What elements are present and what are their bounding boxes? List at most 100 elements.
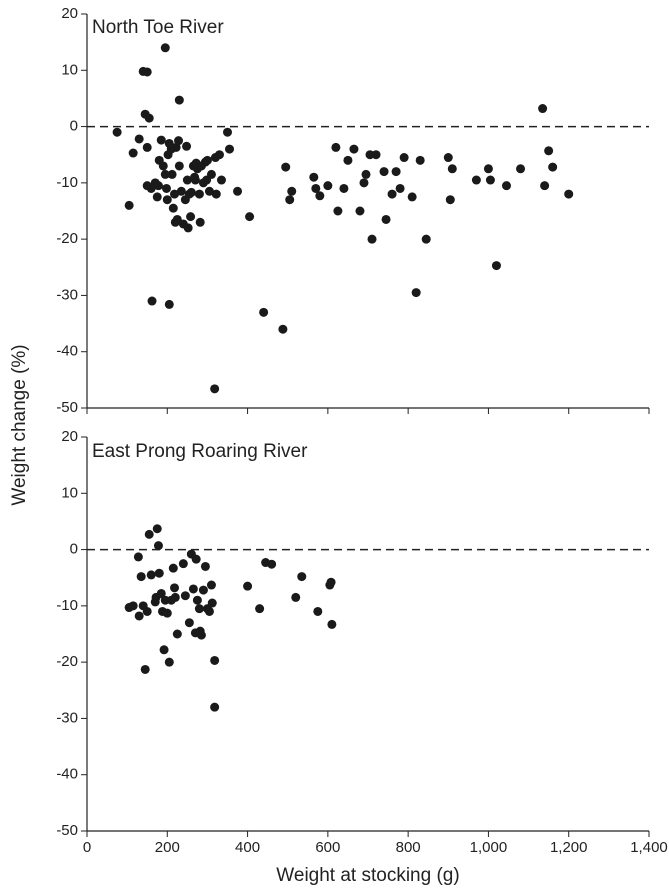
y-tick-label: 10 bbox=[61, 61, 78, 78]
point bbox=[421, 234, 431, 244]
y-tick-label: 0 bbox=[70, 118, 78, 135]
point bbox=[158, 161, 168, 171]
point bbox=[146, 570, 156, 580]
point bbox=[170, 583, 180, 593]
point bbox=[407, 192, 417, 202]
point bbox=[159, 645, 169, 655]
panel-title: North Toe River bbox=[92, 17, 224, 38]
x-tick-label: 1,400 bbox=[630, 839, 668, 856]
point bbox=[128, 148, 138, 158]
point bbox=[445, 195, 455, 205]
point bbox=[267, 559, 277, 569]
point bbox=[206, 169, 216, 179]
y-tick-label: -40 bbox=[56, 343, 78, 360]
point bbox=[381, 214, 391, 224]
point bbox=[142, 606, 152, 616]
point bbox=[278, 324, 288, 334]
point bbox=[415, 155, 425, 165]
x-tick-label: 600 bbox=[315, 839, 340, 856]
point bbox=[391, 167, 401, 177]
point bbox=[144, 113, 154, 123]
y-tick-label: -50 bbox=[56, 399, 78, 416]
point bbox=[297, 572, 307, 582]
y-tick-label: -50 bbox=[56, 822, 78, 839]
point bbox=[174, 136, 184, 146]
point bbox=[367, 234, 377, 244]
point bbox=[387, 189, 397, 199]
point bbox=[323, 181, 333, 191]
point bbox=[178, 559, 188, 569]
point bbox=[167, 169, 177, 179]
point bbox=[343, 155, 353, 165]
point bbox=[184, 618, 194, 628]
point bbox=[255, 604, 265, 614]
x-tick-label: 1,000 bbox=[470, 839, 508, 856]
point bbox=[170, 592, 180, 602]
point bbox=[564, 189, 574, 199]
point bbox=[160, 169, 170, 179]
point bbox=[339, 183, 349, 193]
point bbox=[152, 524, 162, 534]
x-axis-label: Weight at stocking (g) bbox=[276, 865, 459, 886]
point bbox=[186, 187, 196, 197]
point bbox=[483, 164, 493, 174]
point bbox=[112, 127, 122, 137]
point bbox=[140, 664, 150, 674]
y-tick-label: -40 bbox=[56, 766, 78, 783]
point bbox=[349, 144, 359, 154]
point bbox=[170, 189, 180, 199]
point bbox=[207, 598, 217, 608]
point bbox=[188, 584, 198, 594]
point bbox=[128, 601, 138, 611]
point bbox=[331, 142, 341, 152]
y-tick-label: 0 bbox=[70, 541, 78, 558]
point bbox=[198, 585, 208, 595]
point bbox=[225, 144, 235, 154]
point bbox=[540, 181, 550, 191]
point bbox=[210, 702, 220, 712]
point bbox=[243, 581, 253, 591]
point bbox=[326, 577, 336, 587]
y-tick-label: -20 bbox=[56, 230, 78, 247]
point bbox=[371, 150, 381, 160]
point bbox=[361, 169, 371, 179]
point bbox=[182, 175, 192, 185]
y-tick-label: -10 bbox=[56, 174, 78, 191]
point bbox=[210, 384, 220, 394]
x-tick-label: 400 bbox=[235, 839, 260, 856]
point bbox=[285, 195, 295, 205]
point bbox=[180, 591, 190, 601]
point bbox=[315, 191, 325, 201]
x-tick-label: 1,200 bbox=[550, 839, 588, 856]
point bbox=[206, 580, 216, 590]
point bbox=[501, 181, 511, 191]
point bbox=[411, 288, 421, 298]
x-tick-label: 0 bbox=[83, 839, 91, 856]
y-tick-label: -20 bbox=[56, 653, 78, 670]
point bbox=[174, 161, 184, 171]
point bbox=[379, 167, 389, 177]
point bbox=[152, 192, 162, 202]
point bbox=[233, 186, 243, 196]
point bbox=[147, 296, 157, 306]
point bbox=[245, 212, 255, 222]
point bbox=[355, 206, 365, 216]
point bbox=[281, 162, 291, 172]
point bbox=[156, 588, 166, 598]
point bbox=[162, 608, 172, 618]
y-tick-label: -30 bbox=[56, 286, 78, 303]
point bbox=[548, 162, 558, 172]
point bbox=[327, 619, 337, 629]
point bbox=[223, 127, 232, 137]
point bbox=[160, 43, 170, 53]
y-tick-label: -10 bbox=[56, 597, 78, 614]
point bbox=[544, 146, 554, 156]
point bbox=[182, 141, 192, 151]
point bbox=[134, 134, 144, 144]
point bbox=[485, 175, 495, 185]
point bbox=[161, 183, 171, 193]
y-tick-label: -30 bbox=[56, 709, 78, 726]
point bbox=[142, 67, 152, 77]
point bbox=[471, 175, 481, 185]
point bbox=[210, 655, 220, 665]
